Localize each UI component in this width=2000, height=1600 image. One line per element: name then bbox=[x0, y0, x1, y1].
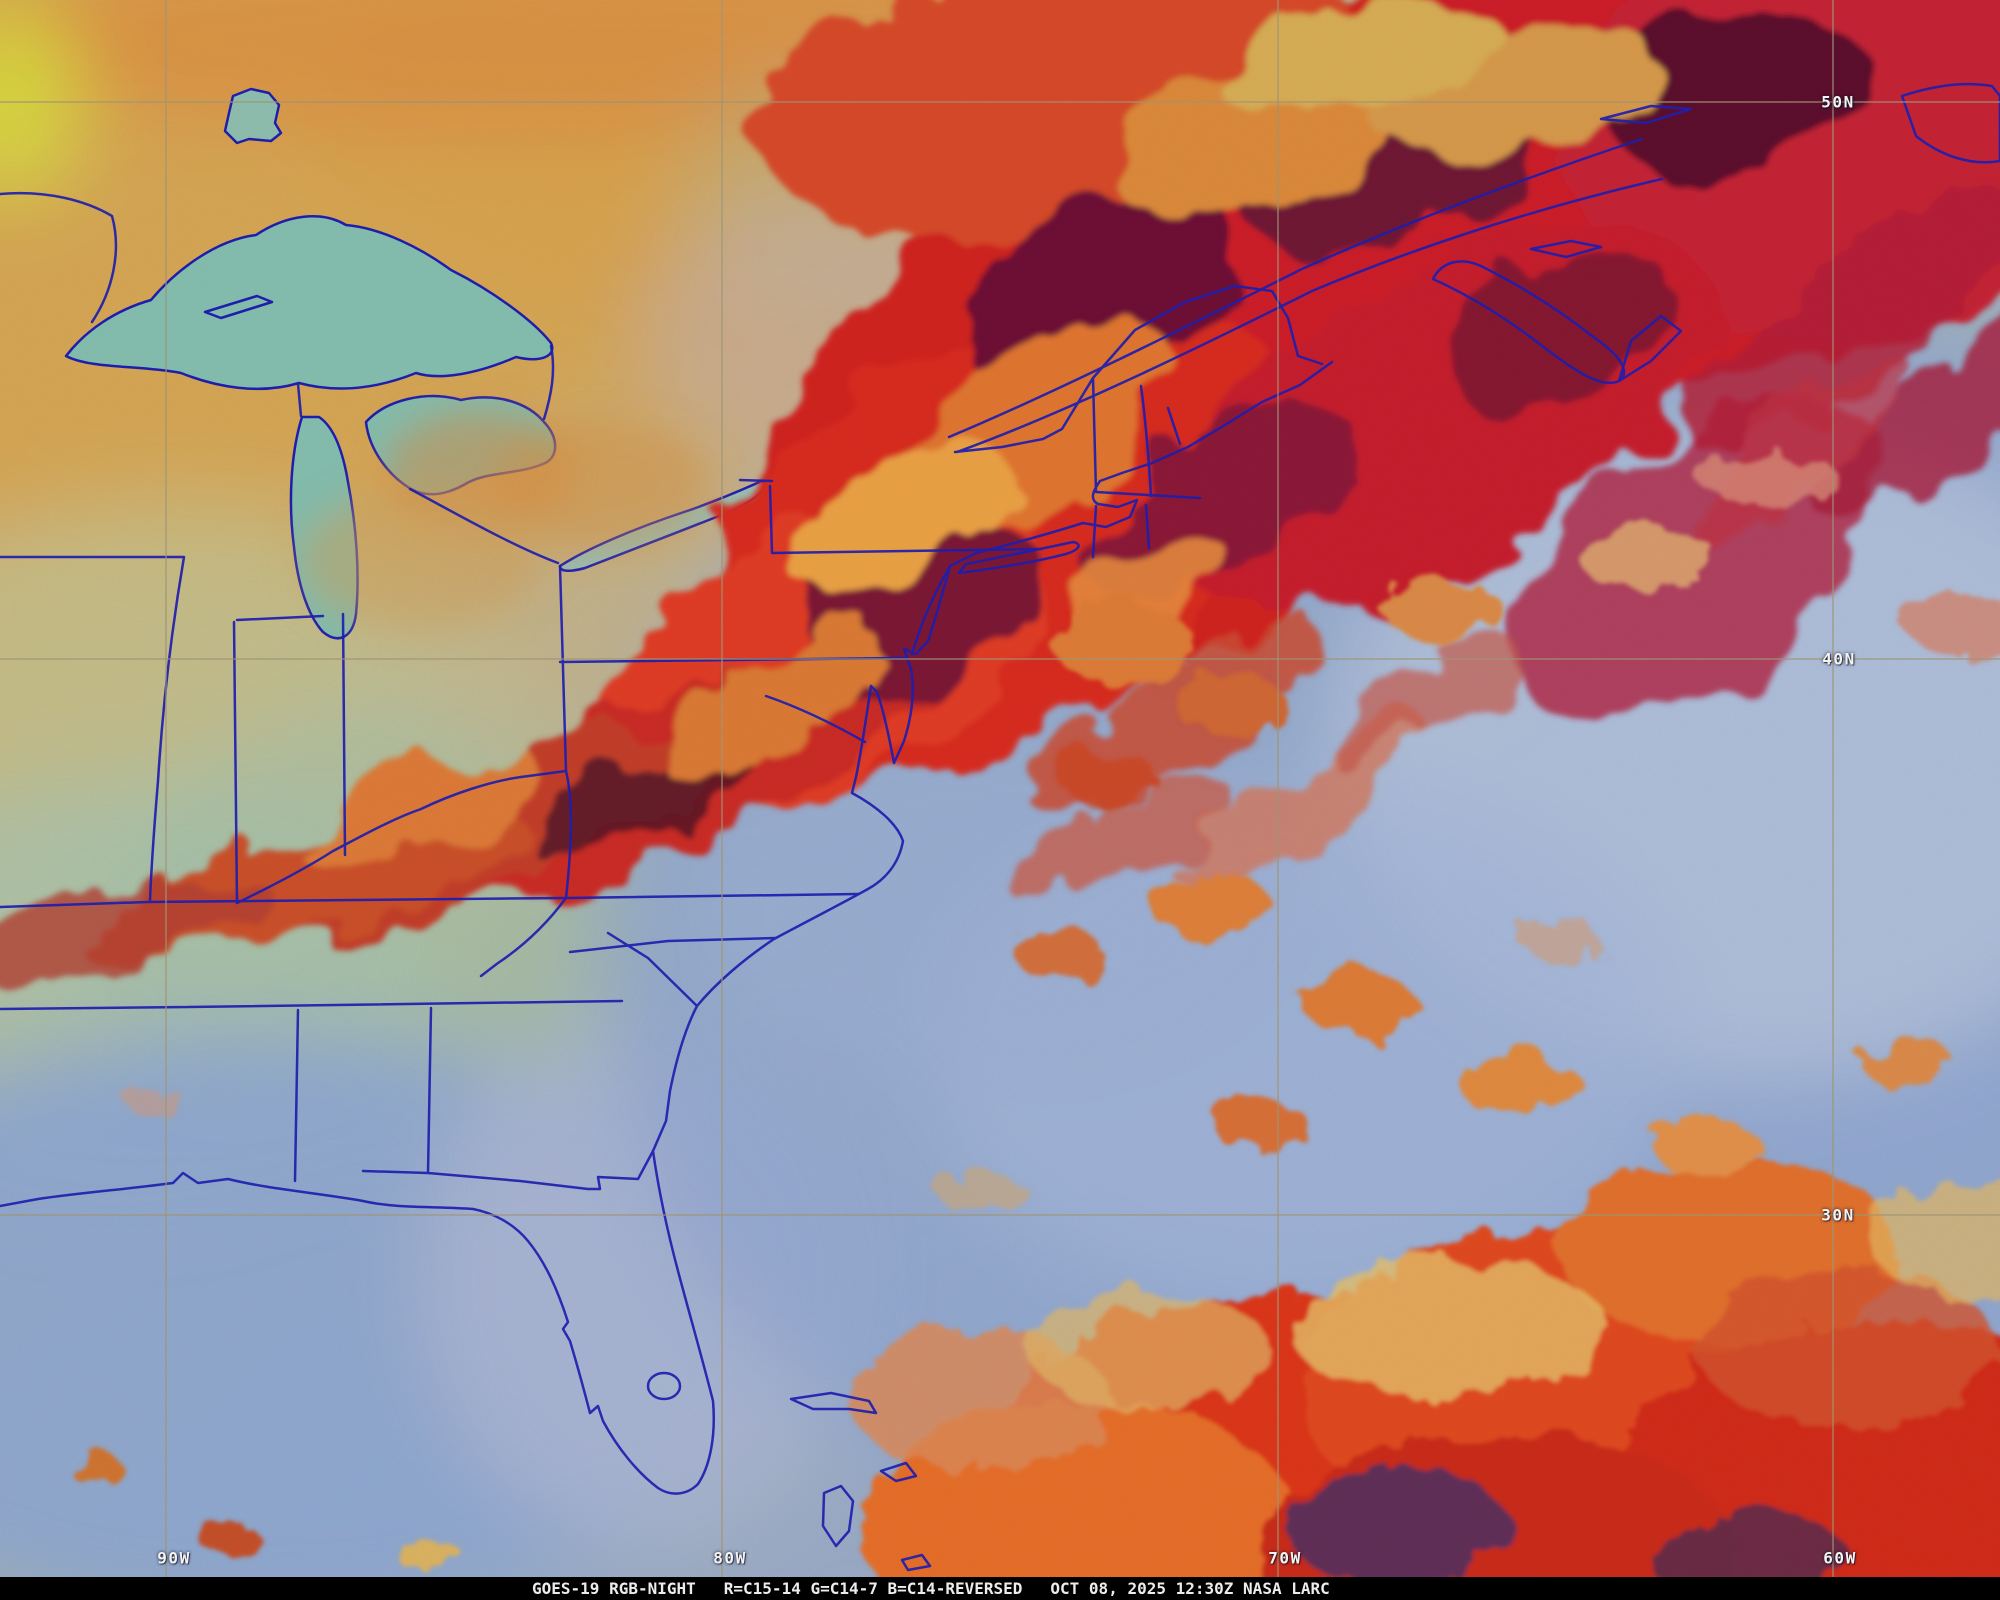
product-label: GOES-19 RGB-NIGHT bbox=[532, 1579, 696, 1598]
status-bar-text: GOES-19 RGB-NIGHT R=C15-14 G=C14-7 B=C14-… bbox=[532, 1579, 1330, 1598]
status-bar: GOES-19 RGB-NIGHT R=C15-14 G=C14-7 B=C14-… bbox=[0, 1577, 2000, 1600]
timestamp-credit-label: OCT 08, 2025 12:30Z NASA LARC bbox=[1050, 1579, 1330, 1598]
channel-recipe-label: R=C15-14 G=C14-7 B=C14-REVERSED bbox=[723, 1579, 1023, 1598]
